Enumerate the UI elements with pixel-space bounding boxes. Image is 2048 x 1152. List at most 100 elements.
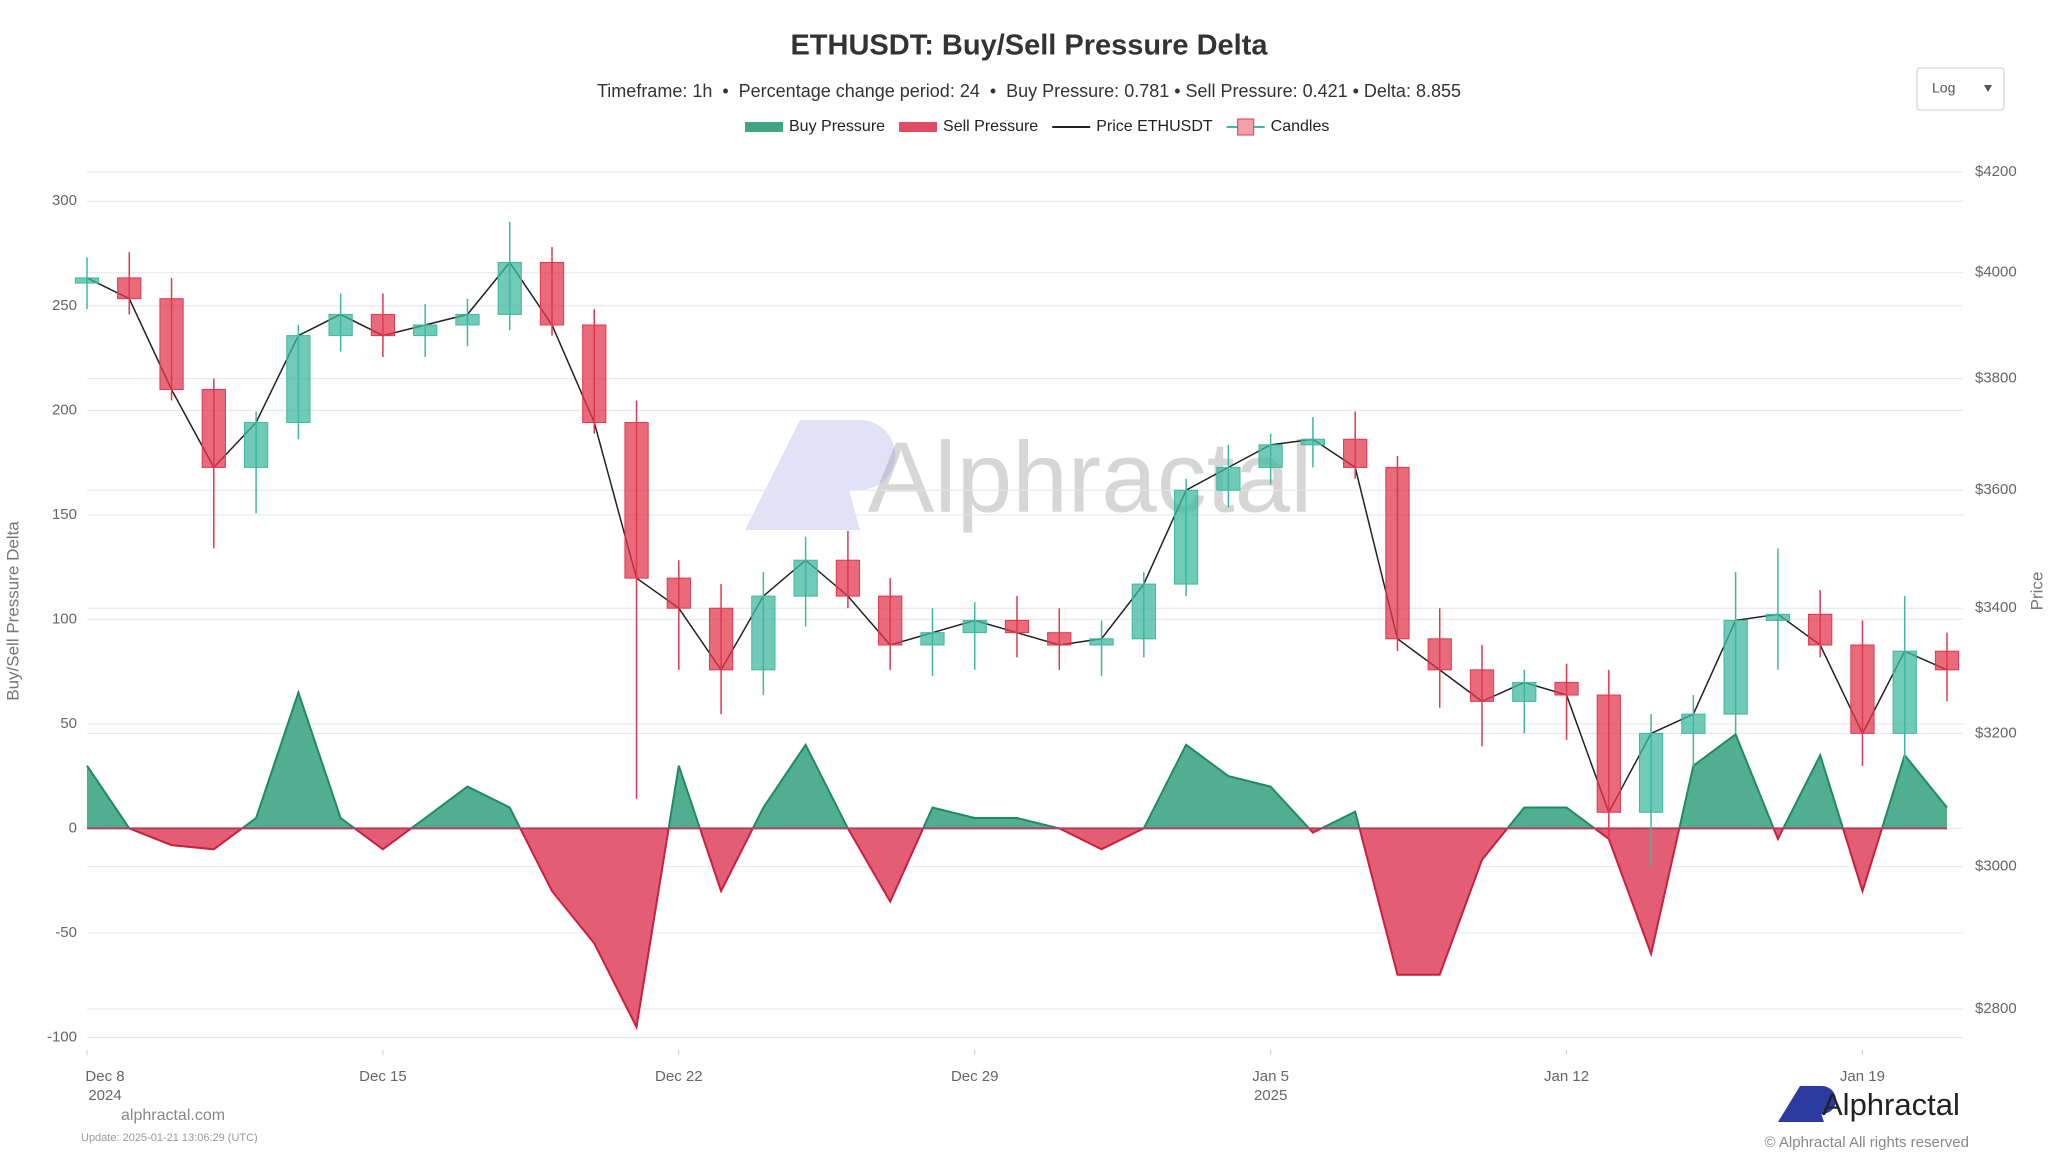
site: alphractal.com (121, 1107, 225, 1124)
candle-body (455, 313, 480, 326)
y-tick-label: 0 (69, 819, 77, 836)
candle-body (1343, 438, 1368, 468)
watermark-logo (745, 420, 895, 530)
x-tick-label: Jan 19 (1840, 1068, 1885, 1085)
candle-body (328, 313, 353, 337)
y-tick-label: 200 (52, 401, 77, 418)
x-tick-label: Jan 12 (1544, 1068, 1589, 1085)
candle-body (1765, 613, 1791, 621)
scale-menu-arrow[interactable] (1984, 85, 1992, 92)
chart-title: ETHUSDT: Buy/Sell Pressure Delta (790, 30, 1268, 62)
x-tick-year: 2025 (1254, 1087, 1287, 1104)
scale-menu[interactable]: Log (1916, 67, 2005, 111)
watermark: Alphractal (868, 421, 1313, 533)
candle-body (74, 277, 100, 284)
sell-line (128, 828, 1884, 1031)
candle-body (1596, 694, 1621, 813)
price-line (86, 261, 1948, 815)
y2-tick-label: $3400 (1975, 599, 2017, 616)
candle-body (413, 324, 438, 337)
y2-axis-label: Price (2027, 572, 2046, 611)
y2-tick-label: $4000 (1975, 264, 2017, 281)
candle-body (1089, 638, 1114, 646)
candle-body (497, 261, 522, 315)
copyright: © Alphractal All rights reserved (1765, 1134, 1969, 1151)
candle-body (243, 422, 269, 468)
buy-area (87, 692, 1947, 829)
y2-tick-label: $3600 (1975, 481, 2017, 498)
x-tick-year: 2024 (88, 1087, 121, 1104)
buy-line (86, 689, 1948, 829)
candle-body (1554, 681, 1579, 696)
sell-area (87, 828, 1947, 1027)
brand-name: Alphractal (1822, 1087, 1960, 1122)
candle-body (1131, 583, 1156, 640)
y-axis-label: Buy/Sell Pressure Delta (3, 521, 22, 701)
y-tick-label: -50 (55, 924, 77, 941)
y2-tick-label: $3200 (1975, 724, 2017, 741)
legend-label: Buy Pressure (789, 118, 885, 135)
scale-menu-label[interactable]: Log (1932, 80, 1955, 96)
legend: Buy Pressure Sell Pressure Price ETHUSDT Ca… (745, 118, 1330, 136)
candle-body (370, 313, 396, 337)
legend-label: Candles (1271, 118, 1330, 135)
candle-body (793, 559, 818, 597)
candle-body (286, 335, 311, 424)
y-tick-label: 300 (52, 192, 77, 209)
x-tick-label: Dec 29 (951, 1068, 999, 1085)
candle-body (582, 324, 607, 424)
candle-body (624, 422, 649, 579)
y-tick-label: 250 (52, 297, 77, 314)
candle-body (1385, 466, 1410, 640)
candle-body (539, 261, 565, 326)
candle-body (1216, 466, 1241, 491)
x-tick-label: Dec 15 (359, 1068, 407, 1085)
y2-tick-label: $2800 (1975, 1000, 2017, 1017)
candle-body (1300, 438, 1326, 446)
scale-menu-box[interactable] (1916, 67, 2005, 111)
candle-body (666, 577, 691, 609)
candle-body (1047, 632, 1072, 646)
candle-body (1850, 644, 1875, 734)
x-tick-label: Jan 5 (1252, 1068, 1289, 1085)
legend-label: Sell Pressure (943, 118, 1038, 135)
update-time: Update: 2025-01-21 13:06:29 (UTC) (81, 1132, 258, 1144)
candle-body (835, 559, 861, 597)
y2-tick-label: $3800 (1975, 370, 2017, 387)
candle-body (1681, 713, 1706, 734)
candle-body (1427, 638, 1452, 671)
legend-swatch (745, 122, 783, 132)
candle-body (1173, 489, 1199, 585)
x-tick-label: Dec 8 (85, 1068, 124, 1085)
legend-swatch (1237, 118, 1255, 136)
y-tick-label: 100 (52, 610, 77, 627)
candle-body (878, 595, 903, 646)
y2-tick-label: $3000 (1975, 858, 2017, 875)
legend-label: Price ETHUSDT (1096, 118, 1213, 135)
candle-body (1258, 444, 1283, 468)
candle-body (117, 277, 142, 300)
candle-body (920, 632, 945, 646)
chart-subtitle: Timeframe: 1h • Percentage change period… (597, 81, 1461, 101)
candle-body (1469, 669, 1495, 702)
candle-body (962, 619, 987, 634)
x-tick-label: Dec 22 (655, 1068, 703, 1085)
candle-body (751, 595, 776, 671)
candle-body (708, 607, 734, 671)
candle-body (1934, 650, 1960, 671)
candle-body (1808, 613, 1833, 646)
candle-body (159, 298, 184, 391)
y-tick-label: 50 (60, 715, 77, 732)
y-tick-label: 150 (52, 506, 77, 523)
candle-body (1723, 619, 1748, 715)
y-tick-label: -100 (47, 1028, 77, 1045)
brand-logo (1778, 1086, 1836, 1122)
candle-body (1892, 650, 1917, 734)
y2-tick-label: $4200 (1975, 163, 2017, 180)
candle-body (1638, 732, 1664, 813)
candle-body (201, 389, 226, 468)
legend-swatch (899, 122, 938, 132)
candle-body (1004, 619, 1030, 634)
candle-body (1512, 681, 1537, 702)
